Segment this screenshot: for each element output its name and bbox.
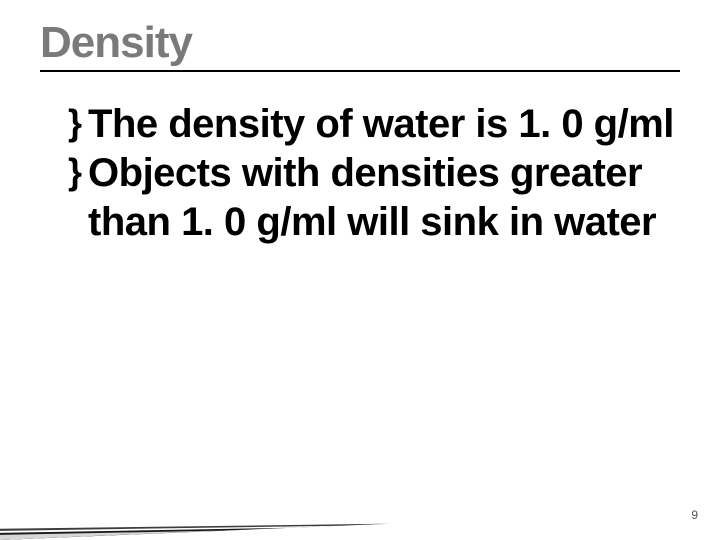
- corner-stripes-decoration: [0, 430, 720, 540]
- stripe-3: [0, 528, 290, 540]
- bullet-text: Objects with densities greater than 1. 0…: [88, 149, 680, 247]
- bullet-item: } The density of water is 1. 0 g/ml: [68, 100, 680, 149]
- stripe-4: [0, 531, 220, 540]
- bullet-marker-icon: }: [68, 149, 82, 196]
- bullet-text: The density of water is 1. 0 g/ml: [88, 100, 674, 149]
- title-underline: [40, 70, 680, 72]
- slide-container: Density } The density of water is 1. 0 g…: [0, 0, 720, 540]
- bullet-marker-icon: }: [68, 100, 82, 147]
- slide-title: Density: [40, 18, 680, 68]
- stripe-1: [0, 524, 390, 540]
- bullet-item: } Objects with densities greater than 1.…: [68, 149, 680, 247]
- stripe-2: [0, 526, 340, 540]
- slide-body: } The density of water is 1. 0 g/ml } Ob…: [40, 100, 680, 246]
- page-number: 9: [691, 508, 698, 522]
